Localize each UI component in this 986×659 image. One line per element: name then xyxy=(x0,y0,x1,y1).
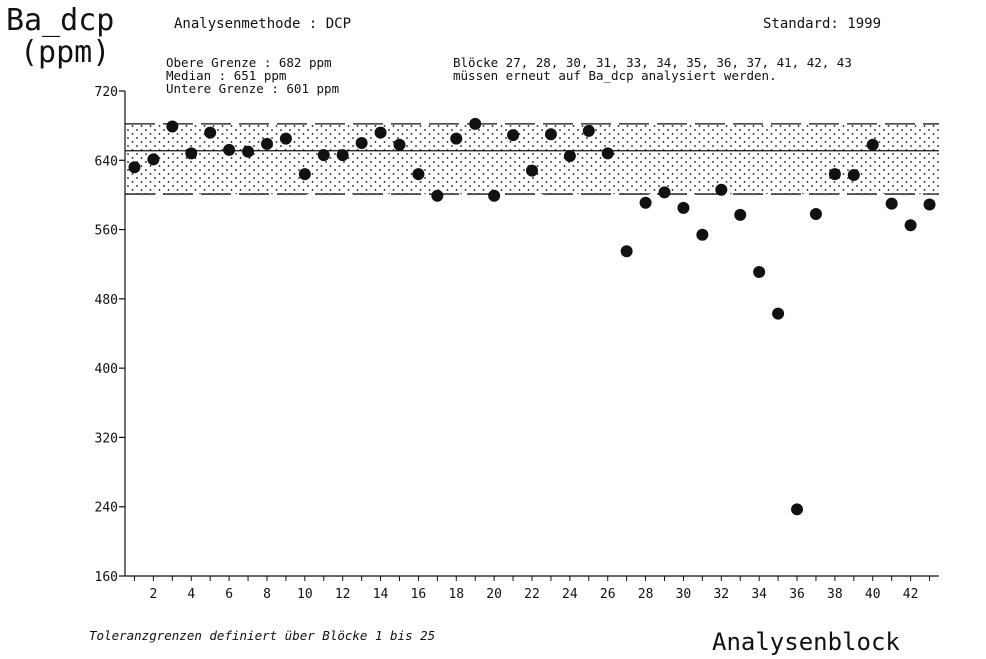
blocks-notice-line1: Blöcke 27, 28, 30, 31, 33, 34, 35, 36, 3… xyxy=(453,55,852,70)
x-tick-label: 20 xyxy=(486,587,502,602)
x-tick-label: 8 xyxy=(263,587,271,602)
x-tick-label: 14 xyxy=(373,587,389,602)
data-point xyxy=(412,168,425,181)
x-tick-label: 16 xyxy=(411,587,427,602)
x-tick-label: 18 xyxy=(448,587,464,602)
data-point xyxy=(393,138,406,151)
x-tick-label: 24 xyxy=(562,587,578,602)
y-axis-unit: (ppm) xyxy=(20,35,110,70)
data-point xyxy=(374,126,387,139)
reference-lines xyxy=(125,123,939,195)
data-point xyxy=(128,161,141,174)
data-points xyxy=(128,117,936,516)
data-point xyxy=(526,164,538,177)
data-point xyxy=(279,132,292,145)
x-axis-label: Analysenblock xyxy=(712,628,900,656)
y-tick-label: 720 xyxy=(95,85,118,100)
data-point xyxy=(696,228,709,241)
data-point xyxy=(809,207,822,220)
data-point xyxy=(298,168,311,181)
data-point xyxy=(677,201,690,214)
y-tick-label: 400 xyxy=(95,362,118,377)
data-point xyxy=(885,197,898,210)
median-text: Median : 651 ppm xyxy=(166,68,286,83)
x-tick-label: 28 xyxy=(638,587,654,602)
blocks-notice-line2: müssen erneut auf Ba_dcp analysiert werd… xyxy=(453,68,777,83)
data-point xyxy=(791,503,804,516)
y-tick-label: 560 xyxy=(95,224,118,239)
x-tick-label: 42 xyxy=(903,587,919,602)
y-tick-label: 240 xyxy=(95,501,118,516)
data-point xyxy=(563,149,576,162)
x-tick-label: 38 xyxy=(827,587,843,602)
y-tick-label: 320 xyxy=(95,431,118,446)
data-point xyxy=(469,117,482,130)
data-point xyxy=(847,169,860,182)
data-point xyxy=(507,129,520,142)
data-point xyxy=(260,137,273,150)
data-point xyxy=(620,245,633,258)
data-point xyxy=(336,149,349,162)
lower-limit-text: Untere Grenze : 601 ppm xyxy=(166,81,339,96)
data-point xyxy=(772,307,785,320)
x-tick-label: 34 xyxy=(751,587,767,602)
data-point xyxy=(658,186,671,199)
data-point xyxy=(450,132,463,145)
data-point xyxy=(147,153,160,166)
y-axis-label: Ba_dcp xyxy=(6,3,114,38)
data-point xyxy=(431,189,444,202)
x-tick-label: 12 xyxy=(335,587,351,602)
data-point xyxy=(355,136,368,149)
data-point xyxy=(204,126,217,139)
data-point xyxy=(828,168,841,181)
x-tick-label: 4 xyxy=(187,587,195,602)
data-point xyxy=(601,147,614,160)
data-point xyxy=(904,219,917,232)
data-point xyxy=(866,138,879,151)
y-tick-label: 480 xyxy=(95,293,118,308)
x-tick-label: 36 xyxy=(789,587,805,602)
data-point xyxy=(317,149,330,162)
data-point xyxy=(185,147,198,160)
data-point xyxy=(582,124,595,137)
y-tick-label: 640 xyxy=(95,154,118,169)
data-point xyxy=(488,189,501,202)
data-point xyxy=(753,266,766,279)
x-tick-label: 6 xyxy=(225,587,233,602)
x-tick-label: 26 xyxy=(600,587,616,602)
upper-limit-text: Obere Grenze : 682 ppm xyxy=(166,55,332,70)
x-tick-label: 10 xyxy=(297,587,313,602)
data-point xyxy=(715,183,728,196)
data-point xyxy=(242,145,255,158)
y-tick-label: 160 xyxy=(95,570,118,585)
standard-label: Standard: 1999 xyxy=(763,16,881,32)
analysis-method: Analysenmethode : DCP xyxy=(174,16,351,32)
data-point xyxy=(639,196,652,209)
data-point xyxy=(223,143,236,156)
x-tick-label: 40 xyxy=(865,587,881,602)
x-axis-ticks: 2 4 6 8 10 12 14 16 18 20 22 24 26 28 30 32 34 36 38 40 42 xyxy=(133,576,931,602)
data-point xyxy=(166,120,179,133)
tolerance-band xyxy=(125,123,939,195)
tolerance-footnote: Toleranzgrenzen definiert über Blöcke 1 … xyxy=(89,628,435,643)
x-tick-label: 32 xyxy=(713,587,729,602)
data-point xyxy=(923,198,936,211)
x-tick-label: 22 xyxy=(524,587,540,602)
data-point xyxy=(544,128,557,141)
data-point xyxy=(734,208,747,221)
x-tick-label: 2 xyxy=(149,587,157,602)
x-tick-label: 30 xyxy=(676,587,692,602)
y-axis-ticks: 160 240 320 400 480 560 640 720 xyxy=(95,85,125,585)
